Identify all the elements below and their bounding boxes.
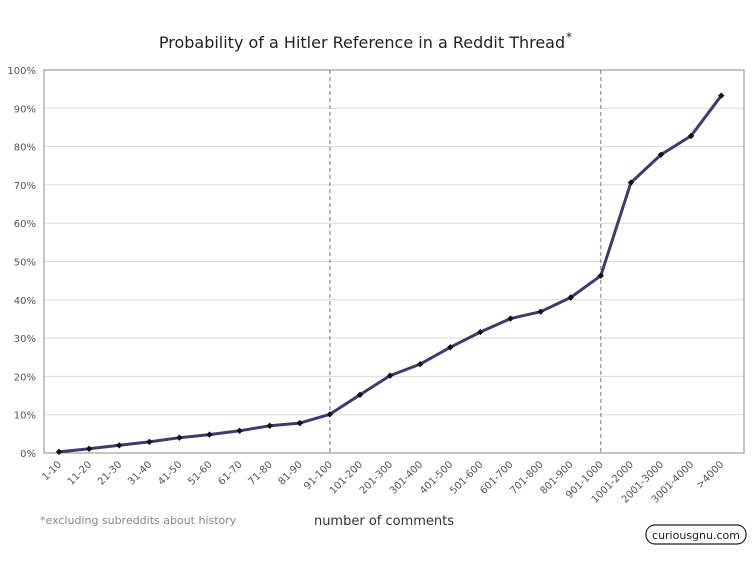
data-point [296,419,303,427]
series-line [58,94,723,454]
x-axis-label: number of comments [314,514,454,529]
title-footnote-mark: * [566,30,572,44]
data-point [116,442,123,449]
y-tick-label: 20% [14,372,36,383]
data-point [687,132,695,140]
footnote: *excluding subreddits about history [40,514,237,527]
y-tick-label: 40% [14,296,36,307]
x-tick-label: 61-70 [216,459,244,487]
data-point [477,328,484,336]
data-point [55,448,63,456]
x-tick-label: 41-50 [156,459,184,487]
data-point [326,411,334,418]
x-tick-label: 21-30 [96,459,124,487]
data-point [176,434,183,441]
y-tick-label: 70% [14,181,36,192]
x-tick-labels: 1-10 11-20 21-30 31-40 41-50 51-60 61-70 71-80 8… [40,459,726,505]
series [55,92,725,456]
brand-badge-border [645,524,747,545]
chart-title: Probability of a Hitler Reference in a R… [159,33,565,52]
y-tick-labels: 0% 10% 20% 30% 40% 50% 60% 70% 80% 90% 100% [7,66,36,460]
x-tick-label: 1-10 [40,459,64,483]
data-point [657,151,665,158]
y-tick-label: 10% [14,411,36,422]
y-tick-label: 90% [14,104,36,115]
data-point [206,431,213,438]
y-tick-label: 80% [14,143,36,154]
y-tick-label: 30% [14,334,36,345]
data-point [85,445,93,452]
brand-text: curiousgnu.com [652,529,740,542]
x-tick-label: >4000 [695,459,727,491]
data-point [597,272,604,279]
data-point [356,391,364,398]
data-point [417,360,424,368]
data-point [236,427,243,434]
data-point [447,344,454,351]
data-point [386,372,394,379]
data-point [146,438,153,446]
x-tick-label: 81-90 [277,459,305,487]
y-tick-label: 60% [14,219,36,230]
data-point [567,294,574,301]
data-point [266,422,273,430]
brand-badge: curiousgnu.com [645,524,747,545]
data-point [507,315,514,322]
y-tick-label: 50% [14,258,36,269]
vertical-markers [329,70,602,453]
plot-frame [43,69,745,454]
gridlines [44,107,744,416]
y-tick-label: 100% [7,66,36,77]
x-tick-label: 51-60 [186,459,214,487]
y-tick-label: 0% [20,449,36,460]
data-point [627,179,635,186]
x-tick-label: 11-20 [66,459,94,487]
x-tick-label: 31-40 [126,459,154,487]
data-point [718,92,725,99]
x-tick-label: 71-80 [246,459,274,487]
data-point [537,308,544,315]
